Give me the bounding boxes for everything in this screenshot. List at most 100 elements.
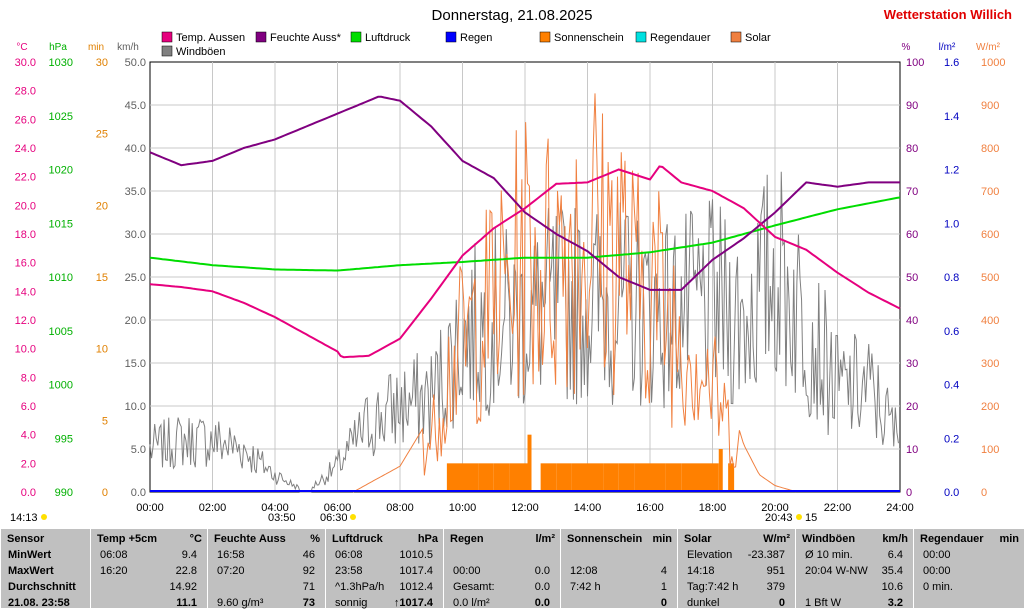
sunset-time: 20:43 xyxy=(765,512,793,524)
cell-time: Gesamt: xyxy=(453,581,495,593)
cell-time: 06:08 xyxy=(335,549,363,561)
solar-axis-tick-label: 100 xyxy=(981,444,999,456)
legend-label: Luftdruck xyxy=(365,32,411,44)
unit-label: % xyxy=(902,42,911,53)
legend-swatch xyxy=(539,31,551,43)
kmh-axis-tick-label: 50.0 xyxy=(125,57,146,69)
sunshine-bar xyxy=(540,463,557,492)
sunshine-bar xyxy=(603,463,619,492)
temperature-line xyxy=(149,165,901,359)
column-title: Regen xyxy=(450,533,484,545)
table-column: Regendauer min xyxy=(913,529,1024,608)
cell-value: 0.0 xyxy=(534,581,550,593)
sunshine-bar xyxy=(446,463,463,492)
sunshine-bar xyxy=(650,463,666,492)
cell-time: sonnig xyxy=(335,597,368,609)
weather-chart: 00:00 02:00 04:00 06:00 08:00 10:00 12:00 14:00… xyxy=(10,7,1012,524)
pressure-axis-tick-label: 1030 xyxy=(49,57,73,69)
sunshine-bar xyxy=(681,463,713,492)
cell-value: 10.6 xyxy=(881,581,903,593)
legend-swatch xyxy=(161,45,173,57)
rain-axis-tick-label: 0.8 xyxy=(944,272,959,284)
x-tick-label: 04:00 xyxy=(261,502,289,514)
sunshine-bar xyxy=(712,463,719,492)
unit-label: km/h xyxy=(117,42,139,53)
rain-axis-tick-label: 0.6 xyxy=(944,326,959,338)
cell-time: 0 min. xyxy=(923,581,953,593)
table-column: Feuchte Auss% xyxy=(207,529,326,608)
pct-axis-tick-label: 20 xyxy=(906,401,918,413)
pressure-line xyxy=(149,196,901,272)
cell-time: 16:58 xyxy=(217,549,245,561)
cell-value: 379 xyxy=(766,581,785,593)
pct-axis-tick-label: 0 xyxy=(906,487,912,499)
sunshine-bar xyxy=(728,463,735,492)
kmh-axis-tick-label: 5.0 xyxy=(131,444,146,456)
cell-value: 1012.4 xyxy=(399,581,433,593)
sunshine-bar xyxy=(478,463,494,492)
sunshine-bar xyxy=(718,449,723,492)
row-label: MaxWert xyxy=(8,565,54,577)
cell-time: 16:20 xyxy=(100,565,128,577)
min-axis-tick-label: 0 xyxy=(102,487,108,499)
column-unit: hPa xyxy=(417,533,438,545)
column-title: Temp +5cm xyxy=(97,533,158,545)
solar-line xyxy=(352,93,796,493)
column-title: Solar xyxy=(684,533,712,545)
cell-value: 951 xyxy=(766,565,785,577)
x-tick-label: 08:00 xyxy=(386,502,414,514)
pressure-axis-tick-label: 990 xyxy=(55,487,73,499)
dawn-time: 06:30 xyxy=(320,512,348,524)
kmh-axis-tick-label: 35.0 xyxy=(125,186,146,198)
cell-time: 1 Bft W xyxy=(805,597,842,609)
axis-units: °C hPa min km/h% l/m² W/m² xyxy=(16,42,1000,53)
cell-value: 22.8 xyxy=(175,565,197,577)
sunshine-bar xyxy=(462,463,479,492)
cell-value: 11.1 xyxy=(176,597,197,609)
min-axis-tick-label: 5 xyxy=(102,415,108,427)
solar-axis-tick-label: 600 xyxy=(981,229,999,241)
solar-axis-tick-label: 0 xyxy=(981,487,987,499)
kmh-axis-tick-label: 25.0 xyxy=(125,272,146,284)
temp-axis-tick-label: 16.0 xyxy=(15,258,36,270)
cell-time: Elevation xyxy=(687,549,733,561)
legend-label: Solar xyxy=(745,32,771,44)
legend-label: Temp. Aussen xyxy=(176,32,245,44)
solar-axis-tick-label: 1000 xyxy=(981,57,1005,69)
temp-axis-tick-label: 2.0 xyxy=(21,458,36,470)
cell-value: 73 xyxy=(302,597,315,609)
legend: Temp. Aussen Feuchte Auss* Luftdruck Regen S… xyxy=(161,31,771,58)
x-tick-label: 16:00 xyxy=(636,502,664,514)
station-name: Wetterstation Willich xyxy=(884,7,1012,22)
column-unit: km/h xyxy=(882,533,908,545)
pressure-axis-tick-label: 995 xyxy=(55,433,73,445)
pct-axis-tick-label: 70 xyxy=(906,186,918,198)
rain-axis-tick-label: 0.4 xyxy=(944,380,959,392)
cell-time: 20:04 W-NW xyxy=(805,565,868,577)
cell-value: 6.4 xyxy=(887,549,903,561)
cell-value: -23.387 xyxy=(747,549,785,561)
cell-time: 9.60 g/m³ xyxy=(217,597,264,609)
sunshine-bar xyxy=(525,463,528,492)
cell-time: 00:00 xyxy=(923,549,951,561)
temp-axis-tick-label: 6.0 xyxy=(21,401,36,413)
x-tick-label: 06:00 xyxy=(324,502,352,514)
temp-axis-tick-label: 28.0 xyxy=(15,86,36,98)
cell-time: Ø 10 min. xyxy=(805,549,853,561)
x-tick-label: 02:00 xyxy=(199,502,227,514)
cell-time: 14:18 xyxy=(687,565,715,577)
cell-time: ^1.3hPa/h xyxy=(335,581,385,593)
rain-axis-tick-label: 1.4 xyxy=(944,111,959,123)
solar-axis-tick-label: 500 xyxy=(981,272,999,284)
cell-time: 07:20 xyxy=(217,565,245,577)
cell-time: 12:08 xyxy=(570,565,598,577)
x-tick-label: 24:00 xyxy=(886,502,914,514)
column-unit: °C xyxy=(189,533,202,545)
x-tick-label: 22:00 xyxy=(824,502,852,514)
cell-time: Tag:7:42 h xyxy=(687,581,739,593)
column-title: Feuchte Auss xyxy=(214,533,286,545)
sunshine-bar xyxy=(571,463,588,492)
sunshine-bar xyxy=(556,463,572,492)
rain-axis-tick-label: 1.0 xyxy=(944,218,959,230)
x-tick-label: 20:00 xyxy=(761,502,789,514)
